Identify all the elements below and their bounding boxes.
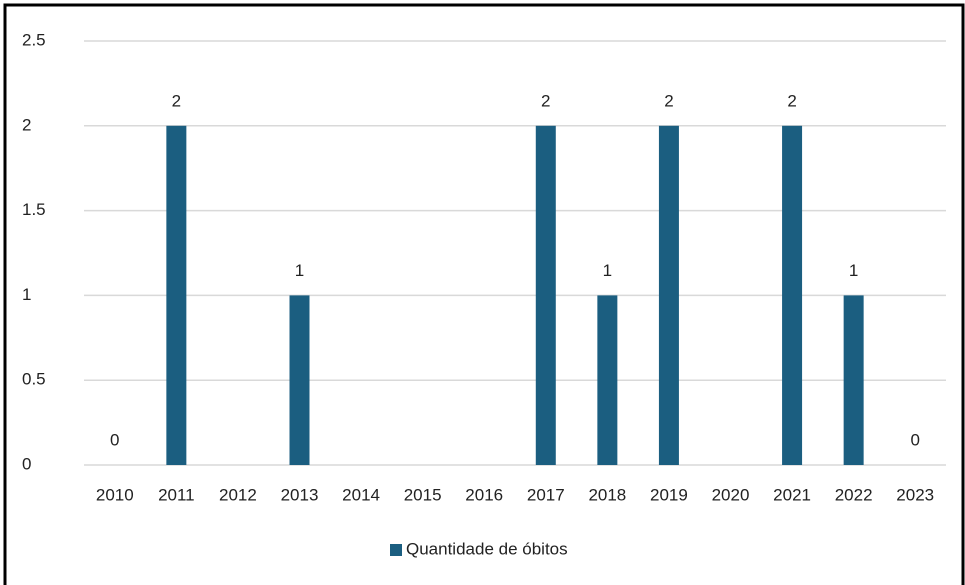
- x-tick-label: 2013: [281, 485, 319, 504]
- x-tick-label: 2020: [712, 485, 750, 504]
- x-tick-label: 2015: [404, 485, 442, 504]
- chart-border: [3, 3, 965, 585]
- data-label: 2: [172, 91, 181, 110]
- x-tick-label: 2018: [588, 485, 626, 504]
- x-tick-label: 2019: [650, 485, 688, 504]
- x-tick-label: 2021: [773, 485, 811, 504]
- bar: [658, 125, 679, 466]
- data-label: 1: [295, 261, 304, 280]
- y-tick-label: 0: [22, 454, 31, 473]
- bar: [289, 295, 310, 465]
- data-label: 0: [110, 430, 119, 449]
- y-tick-label: 0.5: [22, 370, 46, 389]
- data-label: 0: [910, 430, 919, 449]
- x-tick-label: 2023: [896, 485, 934, 504]
- y-tick-label: 1.5: [22, 200, 46, 219]
- x-tick-label: 2016: [465, 485, 503, 504]
- x-tick-label: 2012: [219, 485, 257, 504]
- data-label: 1: [849, 261, 858, 280]
- bar: [535, 125, 556, 466]
- x-tick-label: 2022: [835, 485, 873, 504]
- x-tick-label: 2017: [527, 485, 565, 504]
- data-label: 1: [603, 261, 612, 280]
- data-label: 2: [541, 91, 550, 110]
- bar: [843, 295, 864, 465]
- x-tick-label: 2011: [158, 485, 195, 504]
- y-tick-label: 1: [22, 285, 31, 304]
- legend-swatch: [390, 544, 402, 556]
- bar: [597, 295, 618, 465]
- y-tick-label: 2.5: [22, 30, 46, 49]
- bar: [782, 125, 803, 466]
- bar: [166, 125, 187, 466]
- y-tick-label: 2: [22, 115, 31, 134]
- x-tick-label: 2014: [342, 485, 380, 504]
- legend-label: Quantidade de óbitos: [406, 539, 568, 558]
- data-label: 2: [664, 91, 673, 110]
- x-tick-label: 2010: [96, 485, 134, 504]
- data-label: 2: [787, 91, 796, 110]
